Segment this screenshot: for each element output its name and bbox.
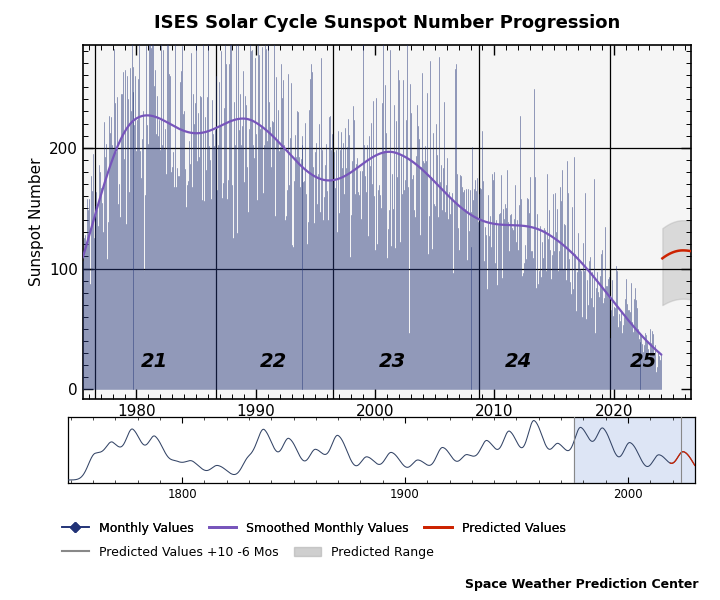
Text: 24: 24	[505, 352, 532, 371]
Text: 23: 23	[379, 352, 407, 371]
Legend: Monthly Values, Smoothed Monthly Values, Predicted Values: Monthly Values, Smoothed Monthly Values,…	[57, 517, 570, 540]
Y-axis label: Sunspot Number: Sunspot Number	[29, 158, 43, 286]
Legend: Predicted Values +10 -6 Mos, Predicted Range: Predicted Values +10 -6 Mos, Predicted R…	[57, 541, 439, 564]
X-axis label: Universal Time: Universal Time	[330, 426, 444, 441]
Text: Space Weather Prediction Center: Space Weather Prediction Center	[465, 578, 698, 591]
Bar	[575, 417, 695, 483]
Title: ISES Solar Cycle Sunspot Number Progression: ISES Solar Cycle Sunspot Number Progress…	[154, 14, 620, 32]
Text: 25: 25	[630, 352, 657, 371]
Text: 21: 21	[140, 352, 168, 371]
Text: 22: 22	[260, 352, 287, 371]
